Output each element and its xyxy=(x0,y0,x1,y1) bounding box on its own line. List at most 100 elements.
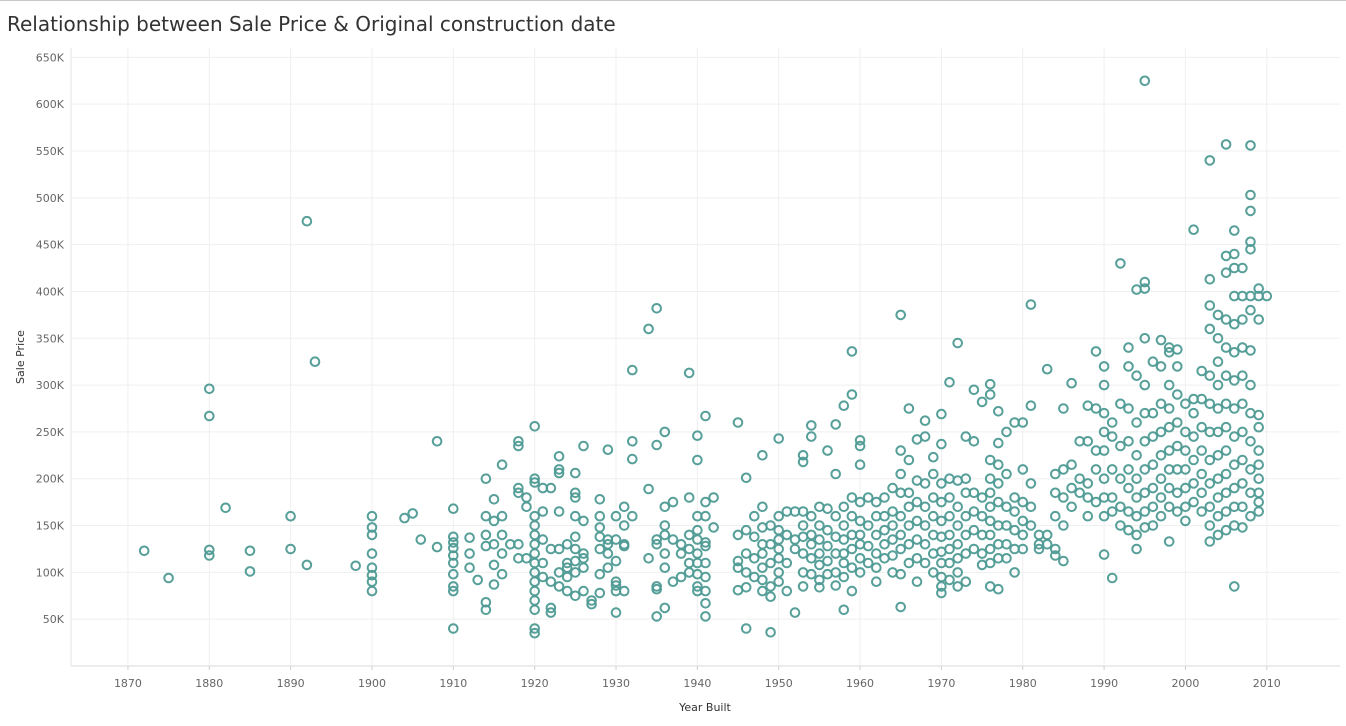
x-tick-label: 1940 xyxy=(683,677,711,690)
data-point xyxy=(285,543,296,555)
data-point xyxy=(1220,487,1232,499)
data-point xyxy=(919,415,931,427)
data-point xyxy=(854,459,866,471)
data-point xyxy=(1017,529,1029,541)
data-point xyxy=(814,520,825,531)
data-point xyxy=(765,557,776,569)
data-point xyxy=(806,510,817,522)
data-point xyxy=(1155,510,1167,522)
data-point xyxy=(1139,506,1151,517)
data-point xyxy=(480,597,492,608)
data-point xyxy=(814,559,825,571)
data-point xyxy=(1253,421,1264,433)
data-point xyxy=(301,559,313,571)
data-point xyxy=(1106,431,1118,442)
data-point xyxy=(732,555,744,567)
data-point xyxy=(1220,139,1232,150)
data-point xyxy=(1229,375,1240,386)
data-point xyxy=(448,585,459,597)
data-point xyxy=(1131,543,1142,555)
data-point xyxy=(1098,445,1110,456)
data-point xyxy=(1196,421,1207,433)
data-point xyxy=(366,562,378,574)
data-point xyxy=(1188,496,1199,508)
data-point xyxy=(993,478,1004,489)
data-point xyxy=(944,529,955,541)
data-point xyxy=(1229,482,1240,494)
data-point xyxy=(1155,361,1167,372)
data-point xyxy=(1001,553,1012,564)
data-point xyxy=(1017,543,1029,555)
data-point xyxy=(594,494,606,505)
data-point xyxy=(578,585,589,597)
data-point xyxy=(993,583,1004,595)
data-point xyxy=(1245,464,1256,475)
data-point xyxy=(1058,464,1069,475)
data-point xyxy=(366,529,378,541)
data-point xyxy=(862,557,874,569)
data-point xyxy=(928,510,939,522)
data-point xyxy=(1253,459,1264,471)
data-point xyxy=(1188,224,1199,235)
data-point xyxy=(1139,283,1151,294)
data-point xyxy=(936,496,947,508)
data-point xyxy=(1139,464,1151,475)
data-point xyxy=(594,568,606,580)
data-point xyxy=(1066,459,1077,471)
data-point xyxy=(627,453,638,465)
data-point xyxy=(1253,445,1264,456)
y-tick-label: 100K xyxy=(36,566,65,579)
data-point xyxy=(204,544,215,556)
data-point xyxy=(911,553,923,564)
data-point xyxy=(1229,225,1240,236)
data-point xyxy=(1147,356,1159,368)
data-point xyxy=(968,384,980,396)
data-point xyxy=(903,454,915,466)
data-point xyxy=(513,487,524,499)
data-point xyxy=(797,581,809,592)
data-point xyxy=(659,426,671,438)
data-point xyxy=(659,562,671,574)
data-point xyxy=(627,510,638,522)
data-point xyxy=(553,567,565,578)
data-point xyxy=(1147,482,1159,494)
data-point xyxy=(1212,426,1224,438)
data-point xyxy=(1050,487,1061,499)
data-point xyxy=(749,531,760,543)
data-point xyxy=(570,487,581,499)
data-point xyxy=(1009,567,1020,578)
y-tick-label: 500K xyxy=(36,192,65,205)
data-point xyxy=(366,510,378,522)
data-point xyxy=(814,582,825,593)
data-point xyxy=(797,548,809,559)
data-point xyxy=(814,548,825,559)
data-point xyxy=(1001,501,1012,513)
data-point xyxy=(627,364,638,376)
data-point xyxy=(1163,482,1175,494)
data-point xyxy=(773,510,785,522)
data-point xyxy=(814,534,825,545)
chart-title: Relationship between Sale Price & Origin… xyxy=(7,12,616,36)
data-point xyxy=(659,529,671,541)
data-point xyxy=(513,436,524,447)
data-point xyxy=(448,581,459,592)
data-point xyxy=(659,548,671,559)
data-point xyxy=(1212,403,1224,414)
data-point xyxy=(928,468,939,480)
data-point xyxy=(521,501,532,513)
data-point xyxy=(138,545,150,557)
data-point xyxy=(1001,539,1012,550)
data-point xyxy=(846,510,858,522)
data-point xyxy=(1123,403,1134,414)
data-point xyxy=(496,510,508,522)
data-point xyxy=(976,548,988,559)
data-point xyxy=(830,580,842,591)
data-point xyxy=(1098,510,1110,522)
data-point xyxy=(1163,536,1175,547)
data-point xyxy=(667,576,679,588)
data-point xyxy=(1147,431,1159,442)
data-point xyxy=(1090,464,1102,475)
data-point xyxy=(1139,379,1151,391)
data-point xyxy=(521,492,532,503)
data-point xyxy=(960,576,972,588)
